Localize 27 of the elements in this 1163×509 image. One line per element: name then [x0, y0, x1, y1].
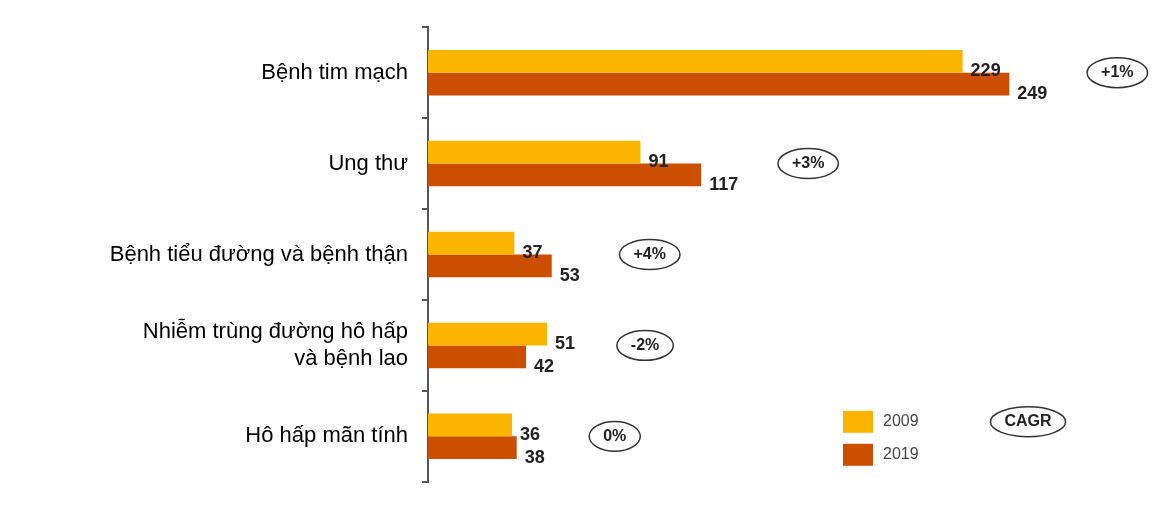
bar	[428, 413, 513, 437]
legend-label: 2019	[883, 445, 919, 463]
bar	[428, 231, 515, 255]
bar	[428, 140, 641, 164]
bar	[428, 49, 963, 73]
annotation: 0%	[603, 426, 627, 444]
y-tick-label: Bệnh tiểu đường và bệnh thận	[109, 240, 408, 266]
data-label: 42	[534, 355, 555, 376]
text: +1%	[1101, 63, 1134, 81]
data-label: 51	[555, 333, 576, 354]
annotation: CAGR	[1004, 412, 1052, 430]
y-tick-label: Hô hấp mãn tính	[245, 422, 408, 448]
data-label: 53	[559, 264, 580, 285]
bar	[428, 322, 548, 346]
legend-label: 2009	[883, 412, 919, 430]
y-tick-label: Bệnh tim mạch	[261, 58, 408, 84]
annotation: +4%	[633, 244, 666, 262]
annotation: +3%	[791, 153, 825, 171]
bar	[428, 436, 517, 460]
data-label: 36	[520, 423, 541, 444]
annotation: -2%	[630, 335, 660, 353]
y-tick-label: Nhiễm trùng đường hô hấp và bệnh lao	[142, 318, 408, 370]
data-label: 249	[1017, 82, 1048, 103]
bar	[428, 345, 527, 369]
data-label: 38	[524, 446, 545, 467]
y-tick-label: Ung thư	[328, 149, 409, 175]
data-label: 117	[709, 173, 739, 194]
